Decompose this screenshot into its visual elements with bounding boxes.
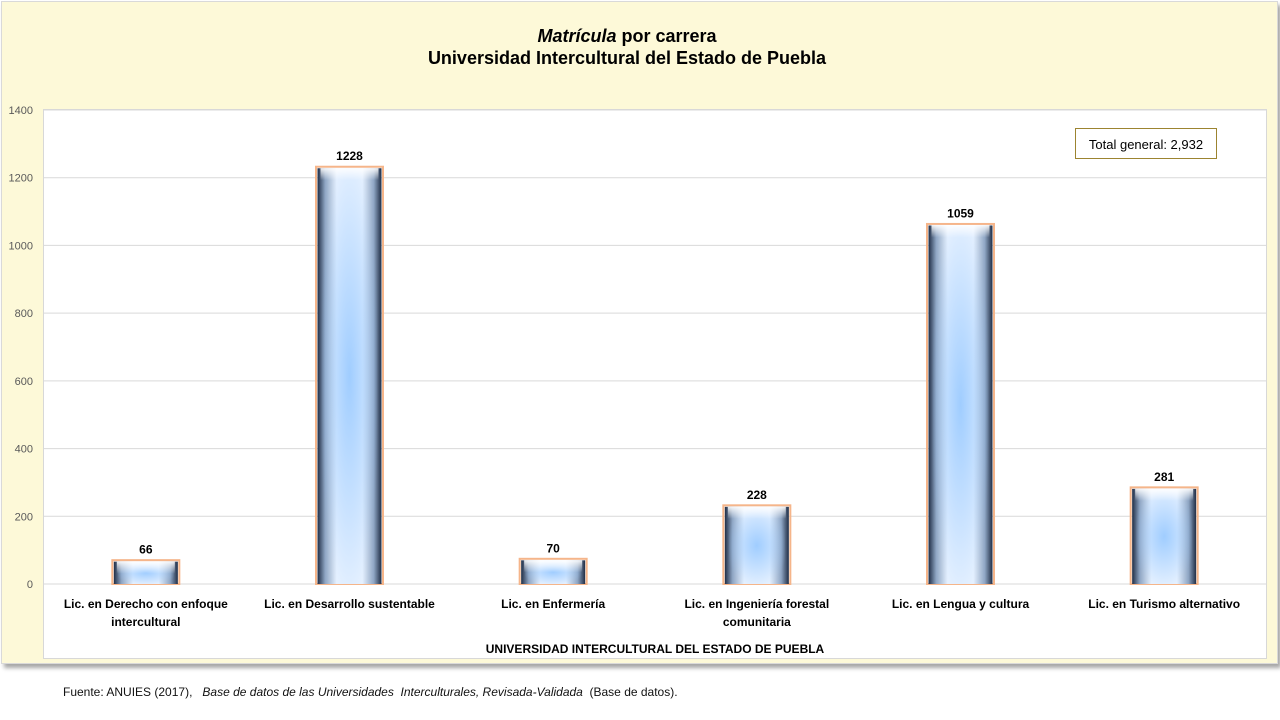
bar-glow (321, 168, 378, 584)
x-tick-label: Lic. en Derecho con enfoque intercultural (64, 597, 228, 629)
x-tick-label: Lic. en Lengua y cultura (892, 597, 1030, 611)
chart-title-line2: Universidad Intercultural del Estado de … (427, 48, 827, 68)
source-prefix: Fuente: ANUIES (2017), (63, 685, 203, 699)
chart-title-italic: Matrícula (537, 26, 617, 46)
bar (111, 559, 181, 586)
data-label: 66 (139, 543, 153, 557)
y-tick-label: 200 (15, 511, 33, 523)
x-tick-label: Lic. en Ingeniería forestal comunitaria (684, 597, 829, 629)
x-tick-label: Lic. en Desarrollo sustentable (264, 597, 435, 611)
y-tick-label: 1000 (9, 240, 33, 252)
x-tick-label: Lic. en Enfermería (501, 597, 605, 611)
y-tick-label: 0 (27, 579, 33, 591)
x-tick-line: Lic. en Enfermería (501, 597, 605, 611)
data-label: 281 (1154, 470, 1174, 484)
source-title: Base de datos de las Universidades Inter… (202, 685, 583, 699)
x-axis-title: UNIVERSIDAD INTERCULTURAL DEL ESTADO DE … (486, 642, 825, 656)
source-suffix: (Base de datos). (582, 685, 678, 699)
bar (722, 504, 792, 586)
x-tick-line: Lic. en Turismo alternativo (1088, 597, 1240, 611)
data-labels: 66 1228 70 228 1059 281 (139, 149, 1174, 556)
x-tick-label: Lic. en Turismo alternativo (1088, 597, 1240, 611)
y-tick-label: 400 (15, 444, 33, 456)
bar (926, 222, 995, 585)
y-tick-label: 1400 (9, 105, 33, 117)
bar-glow (728, 506, 785, 584)
x-tick-line: Lic. en Ingeniería forestal (684, 597, 829, 611)
source-note: Fuente: ANUIES (2017), Base de datos de … (63, 685, 678, 699)
grid-lines (44, 109, 1266, 585)
data-label: 1228 (336, 149, 363, 163)
x-axis-ticks: Lic. en Derecho con enfoque intercultural… (64, 597, 1240, 629)
y-tick-label: 1200 (9, 173, 33, 185)
y-tick-label: 800 (15, 308, 33, 320)
bar-highlight (320, 168, 379, 181)
bar (315, 165, 384, 585)
bar-glow (932, 225, 989, 584)
bar-highlight (116, 561, 175, 574)
y-tick-label: 600 (15, 376, 33, 388)
y-axis-ticks: 0 200 400 600 800 1000 1200 1400 (9, 105, 33, 591)
bar (1129, 486, 1199, 585)
data-label: 70 (546, 541, 560, 555)
chart-title-line1: Matrícula por carrera (0, 26, 1254, 47)
data-label: 228 (747, 488, 767, 502)
bar-highlight (524, 560, 583, 573)
bar-highlight (1135, 488, 1194, 501)
total-general-box: Total general: 2,932 (1075, 128, 1217, 159)
bar (518, 557, 588, 585)
x-tick-line: intercultural (111, 615, 180, 629)
bar-highlight (931, 225, 990, 238)
x-tick-line: comunitaria (723, 615, 791, 629)
data-label: 1059 (947, 206, 974, 220)
bar-glow (1136, 488, 1193, 584)
bar-highlight (727, 506, 786, 519)
x-tick-line: Lic. en Derecho con enfoque (64, 597, 228, 611)
x-tick-line: Lic. en Lengua y cultura (892, 597, 1030, 611)
bars (111, 165, 1199, 586)
chart-title-rest: por carrera (616, 26, 717, 46)
plot-area (43, 109, 1267, 659)
x-tick-line: Lic. en Desarrollo sustentable (264, 597, 435, 611)
